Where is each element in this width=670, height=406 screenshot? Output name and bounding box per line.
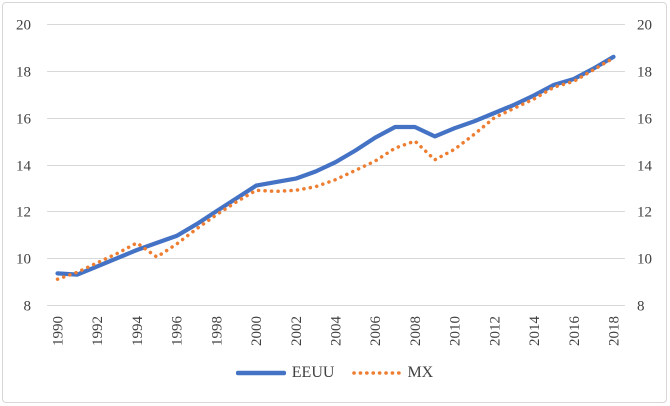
y-axis-tick-label-left: 20 [16, 18, 31, 34]
x-axis-tick-label: 1990 [51, 316, 67, 346]
x-axis-tick-label: 1994 [130, 316, 146, 347]
y-axis-tick-label-right: 18 [637, 65, 652, 81]
x-axis-tick-label: 2000 [249, 316, 265, 346]
y-axis-tick-label-right: 12 [637, 205, 652, 221]
x-axis-tick-label: 2018 [607, 316, 623, 346]
x-axis-tick-label: 2004 [329, 316, 345, 347]
x-axis-tick-label: 2006 [368, 316, 384, 347]
y-axis-tick-label-right: 20 [637, 18, 652, 34]
x-axis-tick-label: 2002 [289, 316, 305, 346]
x-axis-tick-label: 2010 [448, 316, 464, 346]
y-axis-tick-label-right: 8 [637, 299, 645, 315]
y-axis-tick-label-right: 14 [637, 159, 653, 175]
y-axis-tick-label-left: 12 [16, 205, 31, 221]
y-axis-tick-label-left: 10 [16, 252, 31, 268]
y-axis-tick-label-left: 14 [16, 159, 32, 175]
y-axis-tick-label-left: 16 [16, 112, 32, 128]
x-axis-tick-label: 1998 [209, 316, 225, 346]
line-chart-plot: 8 8 10 10 12 12 14 14 16 16 18 18 20 20 1990 1992 1994 19… [16, 18, 653, 347]
y-axis-tick-label-left: 8 [24, 299, 32, 315]
x-axis-tick-label: 2016 [567, 316, 583, 347]
series-line-eeuu [55, 54, 616, 277]
x-axis-tick-label: 2014 [527, 316, 543, 347]
y-axis-tick-label-left: 18 [16, 65, 31, 81]
x-axis-tick-label: 2012 [487, 316, 503, 346]
y-axis-tick-label-right: 10 [637, 252, 652, 268]
x-axis-tick-label: 2008 [408, 316, 424, 346]
x-axis-tick-label: 1992 [90, 316, 106, 346]
y-axis-tick-label-right: 16 [637, 112, 653, 128]
series-line-mx [55, 56, 616, 281]
x-axis-tick-label: 1996 [170, 316, 186, 347]
